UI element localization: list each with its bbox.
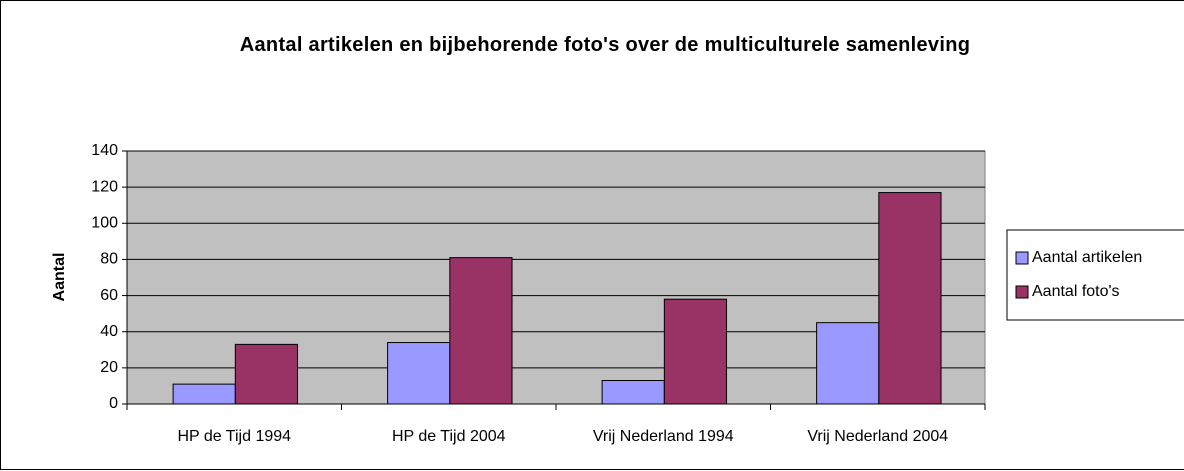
x-tick-label: Vrij Nederland 2004 [807, 428, 948, 445]
legend-swatch [1015, 285, 1029, 299]
y-tick-label: 100 [91, 215, 118, 232]
bar [816, 322, 880, 405]
y-tick-label: 20 [100, 359, 118, 376]
y-tick-label: 140 [91, 142, 118, 159]
x-tick-label: Vrij Nederland 1994 [593, 428, 734, 445]
y-tick-label: 40 [100, 323, 118, 340]
y-tick-label: 120 [91, 178, 118, 195]
bar [878, 192, 942, 405]
y-tick-label: 60 [100, 287, 118, 304]
bar [663, 298, 728, 405]
bar [449, 257, 513, 405]
y-axis-label: Aantal [51, 253, 68, 302]
legend-label: Aantal artikelen [1032, 249, 1142, 266]
y-tick-label: 80 [100, 251, 118, 268]
bar [234, 343, 299, 405]
legend-box [1006, 229, 1184, 321]
bar [601, 380, 665, 405]
x-tick-label: HP de Tijd 1994 [177, 428, 291, 445]
legend-label: Aantal foto's [1032, 283, 1120, 300]
x-tick-label: HP de Tijd 2004 [392, 428, 506, 445]
y-tick-label: 0 [109, 395, 118, 412]
bar [172, 383, 236, 405]
chart-title: Aantal artikelen en bijbehorende foto's … [239, 34, 971, 56]
bar [387, 342, 451, 405]
legend-swatch [1015, 251, 1029, 265]
